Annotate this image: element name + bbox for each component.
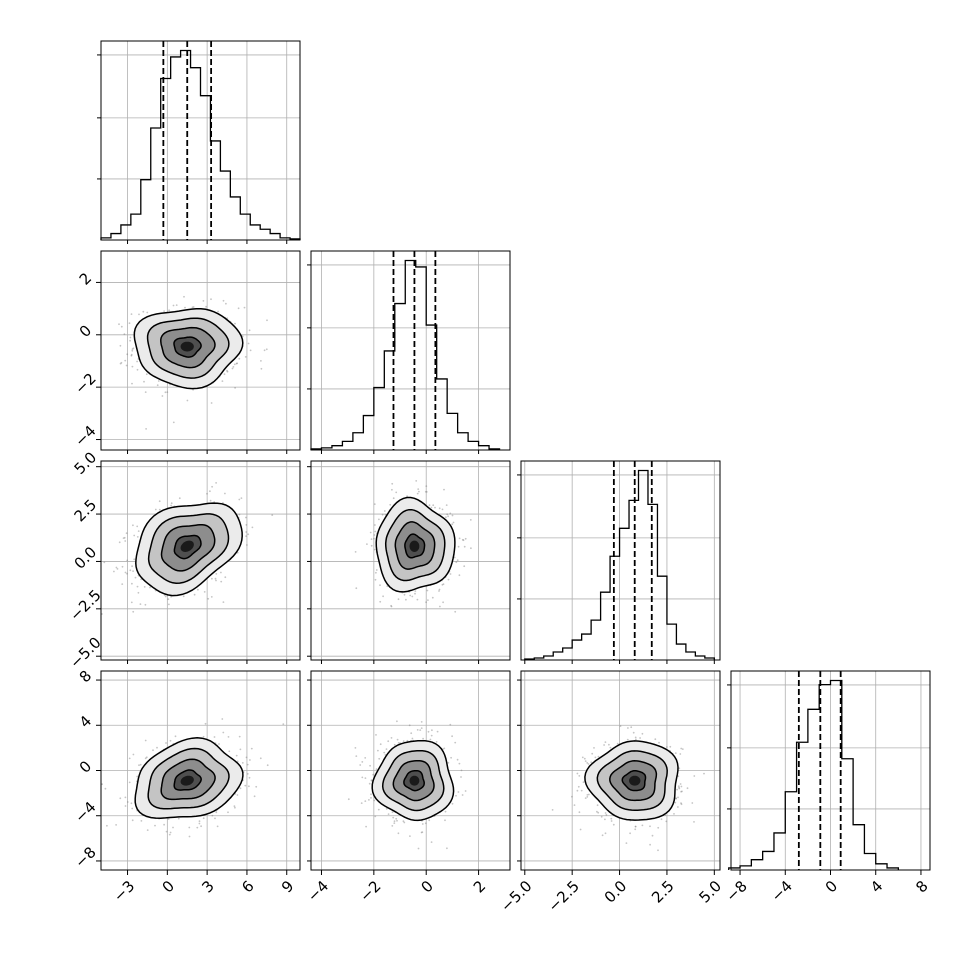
contour-line (160, 326, 216, 369)
density-peak (180, 775, 194, 786)
x-tick-label: 8 (912, 877, 931, 896)
scatter-points (101, 461, 274, 615)
x-tick-label: −5.0 (497, 877, 535, 915)
x-axis-3: −8 −4 0 4 8 (722, 870, 932, 905)
y-tick-label: 8 (76, 667, 95, 686)
y-tick-label: 5.0 (71, 448, 101, 478)
y-tick-label: 2.5 (71, 496, 101, 526)
scatter-panel-3-2 (520, 670, 721, 871)
contour-line (375, 496, 456, 593)
x-tick-label: 0 (417, 877, 436, 896)
contour-line (160, 758, 216, 801)
contour-line (173, 336, 202, 358)
density-peak (629, 775, 641, 786)
contour-line (134, 737, 244, 819)
y-tick-label: −2.5 (66, 586, 104, 624)
scatter-panel-1-0 (100, 250, 301, 451)
contour-line (384, 508, 446, 582)
contour-line (147, 513, 230, 584)
histogram-panel-1 (307, 250, 511, 451)
x-tick-label: −2.5 (544, 877, 582, 915)
x-tick-label: 9 (278, 877, 297, 896)
contour-line (371, 739, 455, 822)
contour-line (381, 749, 445, 812)
histogram-panel-2 (517, 460, 721, 661)
histogram-panel-3 (727, 670, 931, 871)
contour-line (621, 769, 647, 792)
y-tick-label: −8 (71, 843, 99, 871)
scatter-points (101, 718, 285, 838)
histogram-steps (728, 679, 899, 870)
contour-line (173, 769, 202, 791)
x-tick-label: −2 (356, 877, 384, 905)
y-axis-1: −4 −2 0 2 (71, 269, 101, 450)
x-tick-label: 5.0 (695, 877, 725, 907)
y-tick-label: −2 (71, 369, 99, 397)
panel-frame (100, 250, 301, 451)
panel-frame (100, 40, 301, 241)
x-tick-label: −4 (768, 877, 796, 905)
panel-frame (310, 250, 511, 451)
contour-line (135, 502, 243, 597)
y-tick-label: −5.0 (66, 633, 104, 671)
contour-line (584, 740, 679, 821)
y-tick-label: 0 (76, 322, 95, 341)
density-peak (180, 540, 194, 552)
contour-line (147, 747, 230, 810)
density-peak (409, 540, 420, 552)
y-tick-label: −4 (71, 422, 99, 450)
y-tick-label: 0 (76, 757, 95, 776)
y-tick-label: −4 (71, 798, 99, 826)
x-tick-label: 3 (198, 877, 217, 896)
x-tick-label: 4 (867, 877, 886, 896)
contour-line (173, 534, 202, 560)
contour-line (403, 769, 425, 792)
density-peak (180, 341, 194, 352)
contour-line (404, 533, 426, 559)
y-axis-3: −8 −4 0 4 8 (71, 667, 101, 872)
contour-line (392, 759, 435, 802)
y-tick-label: 2 (76, 269, 95, 288)
x-tick-label: 2.5 (648, 877, 678, 907)
contour-line (596, 750, 668, 811)
contour-line (609, 760, 658, 802)
scatter-panel-3-0 (100, 670, 301, 871)
histogram-panel-0 (97, 40, 301, 241)
scatter-panel-3-1 (310, 670, 511, 871)
histogram-steps (310, 259, 501, 450)
contour-line (133, 307, 244, 390)
x-axis-0: −3 0 3 6 9 (110, 870, 297, 905)
scatter-points (118, 295, 268, 430)
contour-line (146, 317, 230, 379)
panel-frame (520, 460, 721, 661)
x-tick-label: 0 (159, 877, 178, 896)
y-axis-2: −5.0 −2.5 0.0 2.5 5.0 (66, 448, 104, 672)
panel-frame (100, 460, 301, 661)
scatter-panel-2-1 (310, 460, 511, 661)
x-tick-label: 6 (238, 877, 257, 896)
contour-line (160, 523, 216, 572)
y-tick-label: 4 (76, 712, 95, 731)
y-tick-label: 0.0 (71, 543, 101, 573)
panel-frame (310, 460, 511, 661)
x-tick-label: −4 (304, 877, 332, 905)
x-tick-label: 2 (470, 877, 489, 896)
x-tick-label: −3 (110, 877, 138, 905)
x-tick-label: −8 (722, 877, 750, 905)
histogram-steps (100, 49, 301, 240)
contour-line (394, 521, 436, 570)
x-tick-label: 0 (822, 877, 841, 896)
x-axis-1: −4 −2 0 2 (304, 870, 489, 905)
histogram-steps (524, 469, 715, 660)
scatter-panel-2-0 (100, 460, 301, 661)
density-peak (409, 775, 420, 786)
x-axis-2: −5.0 −2.5 0.0 2.5 5.0 (497, 870, 725, 916)
x-tick-label: 0.0 (601, 877, 631, 907)
